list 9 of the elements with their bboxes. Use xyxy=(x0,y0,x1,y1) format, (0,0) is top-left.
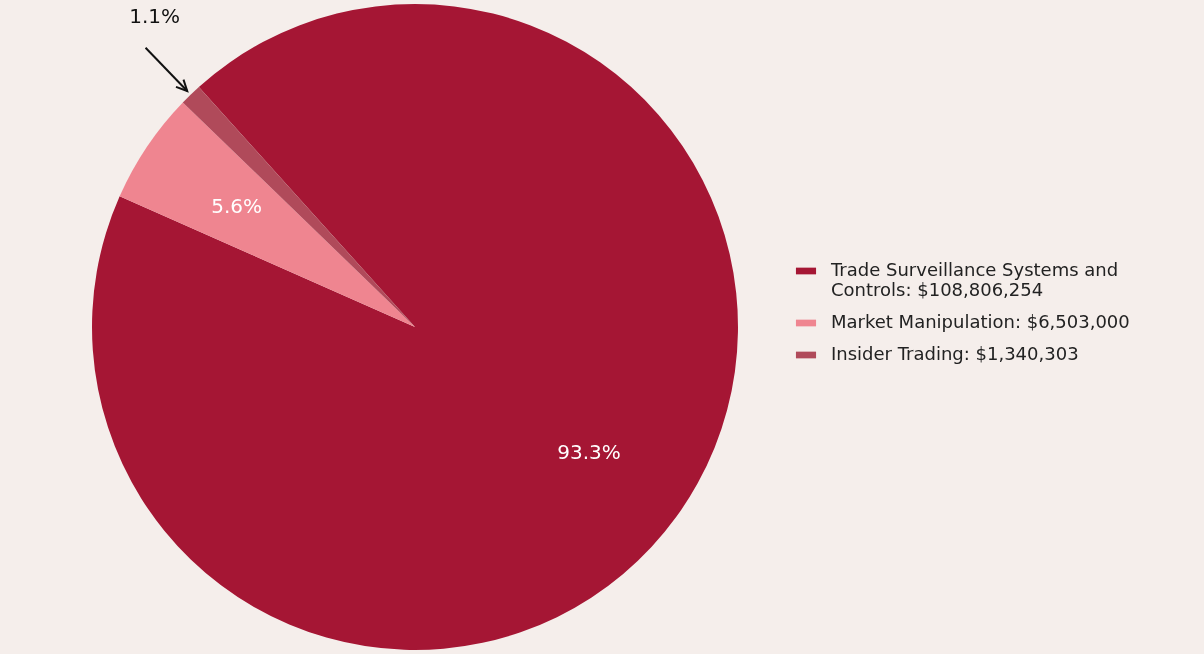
data-label: 93.3% xyxy=(557,440,621,465)
data-label: 1.1% xyxy=(129,3,180,28)
legend-label: Insider Trading: $1,340,303 xyxy=(831,343,1079,364)
legend-label: Market Manipulation: $6,503,000 xyxy=(831,311,1130,332)
pie-slice xyxy=(119,102,415,327)
pie-slice xyxy=(92,4,738,650)
legend-label: Trade Surveillance Systems and Controls: $108,806,254 xyxy=(830,259,1119,300)
pie-slice xyxy=(182,86,415,327)
data-label: 5.6% xyxy=(211,193,263,218)
